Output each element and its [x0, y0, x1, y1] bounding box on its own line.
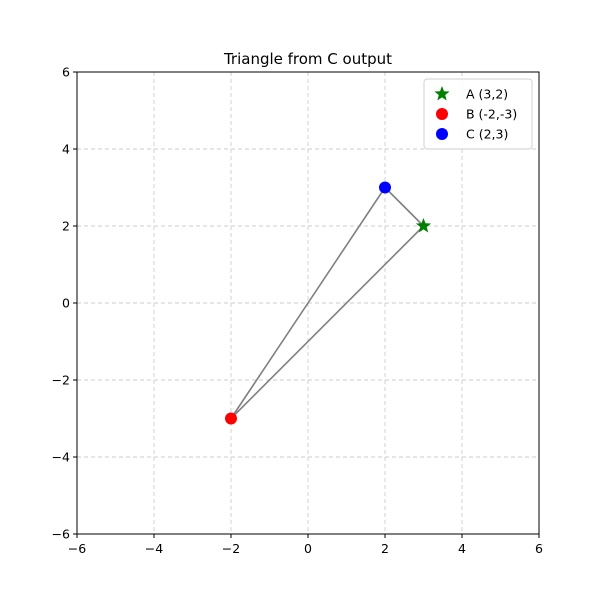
triangle-edge: [230, 225, 425, 420]
axis-ticks: −6 −4 −2 0 2 4 6 −6 −4 −2 0 2 4 6: [52, 65, 543, 557]
y-tick-label: −4: [52, 450, 70, 465]
x-tick-label: 4: [458, 541, 466, 556]
data-point-0: [415, 218, 432, 233]
y-tick-label: −2: [52, 373, 70, 388]
x-tick-label: 6: [535, 541, 543, 556]
legend-marker-2: [436, 128, 448, 140]
y-tick-label: −6: [52, 527, 70, 542]
x-tick-label: 2: [381, 541, 389, 556]
y-tick-label: 2: [62, 219, 70, 234]
y-tick-label: 4: [62, 142, 70, 157]
triangle-edge: [384, 186, 425, 227]
chart-title: Triangle from C output: [223, 50, 392, 68]
x-tick-label: −2: [222, 541, 240, 556]
legend-marker-0: [434, 86, 450, 101]
x-tick-label: −6: [68, 541, 86, 556]
data-points: [225, 181, 432, 425]
legend-box: [423, 78, 533, 150]
data-point-1: [225, 412, 237, 425]
data-point-2: [379, 181, 391, 194]
y-tick-label: 6: [62, 65, 70, 80]
legend-marker-1: [436, 108, 448, 120]
legend-label-0: A (3,2): [466, 87, 508, 102]
legend-label-1: B (-2,-3): [466, 107, 517, 122]
y-tick-label: 0: [62, 296, 70, 311]
x-tick-label: 0: [304, 541, 312, 556]
triangle-edge: [230, 187, 386, 419]
legend-label-2: C (2,3): [466, 127, 508, 142]
x-tick-label: −4: [145, 541, 163, 556]
legend: A (3,2) B (-2,-3) C (2,3): [423, 78, 533, 150]
triangle-edges: [230, 186, 425, 420]
